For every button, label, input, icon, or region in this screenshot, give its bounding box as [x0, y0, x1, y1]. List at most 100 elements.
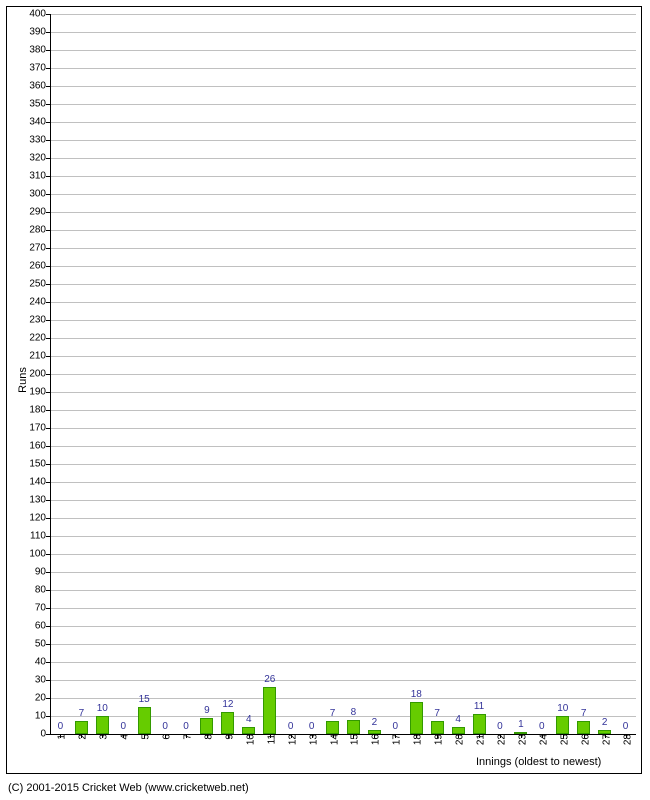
plot-area: 0102030405060708090100110120130140150160… [50, 14, 636, 734]
bar [138, 707, 151, 734]
bar-value-label: 7 [434, 708, 440, 719]
bar [347, 720, 360, 734]
x-tick-mark [102, 734, 103, 738]
bar [473, 714, 486, 734]
x-tick-mark [60, 734, 61, 738]
gridline [50, 68, 636, 69]
gridline [50, 356, 636, 357]
gridline [50, 194, 636, 195]
x-tick-mark [458, 734, 459, 738]
gridline [50, 266, 636, 267]
x-tick-mark [605, 734, 606, 738]
x-tick-mark [312, 734, 313, 738]
x-tick-mark [333, 734, 334, 738]
x-tick-mark [479, 734, 480, 738]
gridline [50, 176, 636, 177]
x-tick-mark [416, 734, 417, 738]
gridline [50, 320, 636, 321]
gridline [50, 140, 636, 141]
bar-value-label: 15 [139, 694, 150, 705]
bar-value-label: 18 [411, 689, 422, 700]
x-tick-mark [249, 734, 250, 738]
bar [577, 721, 590, 734]
x-axis-title: Innings (oldest to newest) [476, 756, 601, 768]
x-tick-mark [521, 734, 522, 738]
gridline [50, 590, 636, 591]
bar [200, 718, 213, 734]
y-axis-title: Runs [17, 367, 29, 393]
gridline [50, 428, 636, 429]
gridline [50, 302, 636, 303]
gridline [50, 500, 636, 501]
bar-value-label: 0 [120, 721, 126, 732]
bar-value-label: 0 [288, 721, 294, 732]
bar-value-label: 12 [222, 699, 233, 710]
bar-value-label: 0 [183, 721, 189, 732]
gridline [50, 554, 636, 555]
gridline [50, 338, 636, 339]
x-tick-mark [374, 734, 375, 738]
bar-value-label: 2 [372, 717, 378, 728]
bar-value-label: 4 [246, 714, 252, 725]
gridline [50, 608, 636, 609]
gridline [50, 86, 636, 87]
bar-value-label: 0 [623, 721, 629, 732]
bar-value-label: 9 [204, 705, 210, 716]
gridline [50, 482, 636, 483]
gridline [50, 374, 636, 375]
x-tick-mark [542, 734, 543, 738]
x-tick-mark [207, 734, 208, 738]
bar-value-label: 26 [264, 674, 275, 685]
bar-value-label: 2 [602, 717, 608, 728]
bar-value-label: 10 [557, 703, 568, 714]
x-tick-mark [563, 734, 564, 738]
bar [410, 702, 423, 734]
gridline [50, 536, 636, 537]
gridline [50, 518, 636, 519]
gridline [50, 158, 636, 159]
gridline [50, 392, 636, 393]
bar-value-label: 4 [455, 714, 461, 725]
bar [556, 716, 569, 734]
gridline [50, 446, 636, 447]
x-tick-mark [291, 734, 292, 738]
bar-value-label: 8 [351, 707, 357, 718]
gridline [50, 464, 636, 465]
bar [96, 716, 109, 734]
footer-text: (C) 2001-2015 Cricket Web (www.cricketwe… [8, 782, 249, 794]
gridline [50, 644, 636, 645]
bar-value-label: 7 [581, 708, 587, 719]
gridline [50, 212, 636, 213]
bar-value-label: 0 [497, 721, 503, 732]
x-tick-mark [500, 734, 501, 738]
gridline [50, 410, 636, 411]
bar [326, 721, 339, 734]
x-tick-mark [626, 734, 627, 738]
bar [75, 721, 88, 734]
x-tick-mark [437, 734, 438, 738]
gridline [50, 680, 636, 681]
gridline [50, 32, 636, 33]
gridline [50, 14, 636, 15]
bar-value-label: 0 [539, 721, 545, 732]
gridline [50, 50, 636, 51]
x-tick-mark [123, 734, 124, 738]
bar-value-label: 0 [393, 721, 399, 732]
x-tick-mark [395, 734, 396, 738]
gridline [50, 104, 636, 105]
bar [242, 727, 255, 734]
x-tick-mark [584, 734, 585, 738]
x-tick-mark [81, 734, 82, 738]
x-tick-mark [353, 734, 354, 738]
bar [452, 727, 465, 734]
gridline [50, 122, 636, 123]
gridline [50, 248, 636, 249]
bar [263, 687, 276, 734]
bar-value-label: 0 [309, 721, 315, 732]
x-tick-mark [228, 734, 229, 738]
x-tick-mark [270, 734, 271, 738]
gridline [50, 230, 636, 231]
gridline [50, 284, 636, 285]
x-tick-mark [186, 734, 187, 738]
bar-value-label: 11 [474, 701, 484, 712]
